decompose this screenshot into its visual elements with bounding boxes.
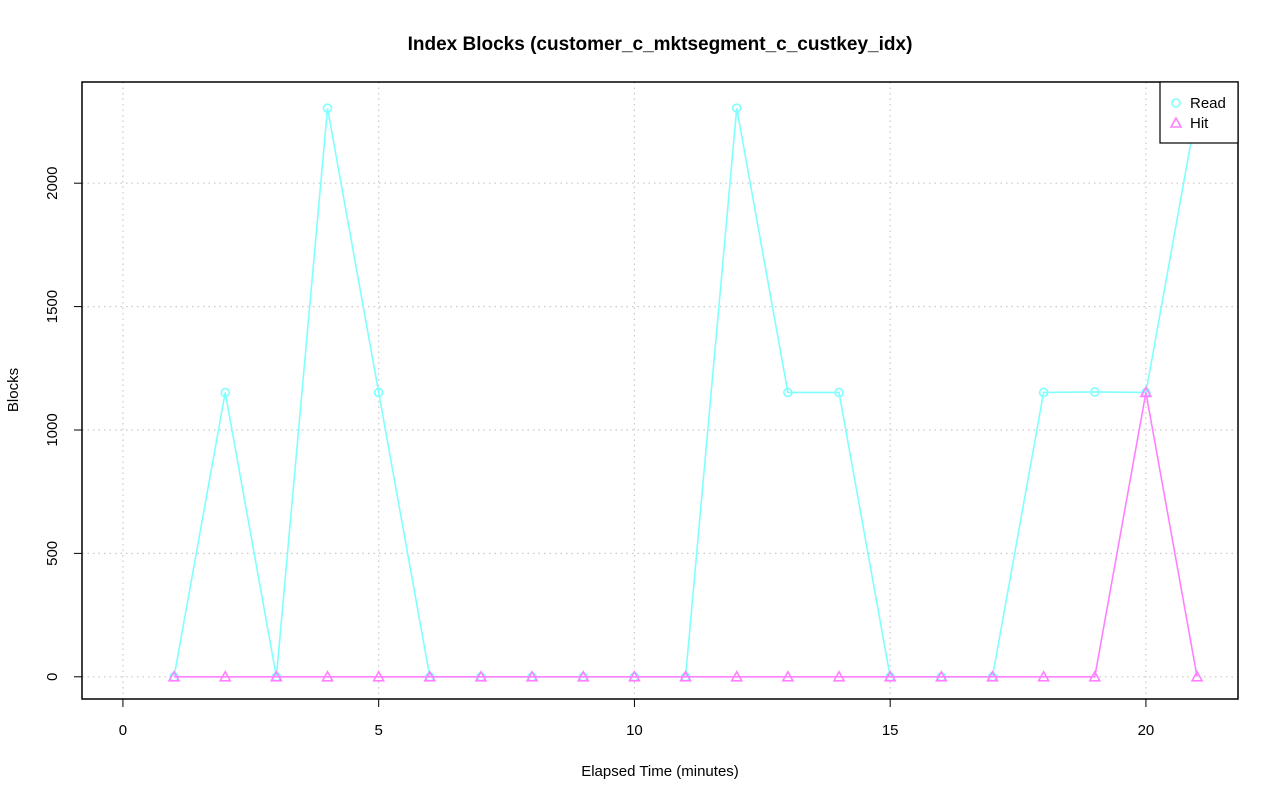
data-point-read: [322, 103, 333, 113]
data-point-hit: [525, 670, 539, 682]
data-point-hit: [986, 670, 999, 682]
legend-marker-hit: [1169, 116, 1183, 128]
series-layer: [167, 103, 1204, 682]
data-point-read: [1089, 387, 1100, 397]
x-tick-label: 10: [626, 722, 643, 739]
y-tick-label: 500: [44, 541, 61, 566]
y-axis-label: Blocks: [5, 368, 22, 412]
data-point-hit: [1190, 670, 1204, 682]
data-point-hit: [270, 670, 283, 682]
data-point-hit: [781, 670, 795, 682]
x-tick-label: 15: [882, 722, 899, 739]
x-tick-label: 0: [119, 722, 127, 739]
x-tick-label: 5: [375, 722, 383, 739]
series-read: [169, 103, 1202, 682]
data-point-hit: [679, 670, 692, 682]
data-point-read: [783, 387, 793, 398]
data-point-hit: [321, 670, 334, 682]
data-point-hit: [883, 670, 897, 682]
data-point-hit: [1037, 670, 1050, 682]
y-tick-label: 1500: [44, 290, 61, 323]
data-point-hit: [1088, 670, 1102, 682]
data-point-read: [731, 103, 742, 113]
data-point-hit: [167, 670, 181, 682]
data-point-hit: [832, 670, 846, 682]
series-hit: [167, 385, 1204, 682]
plot-frame: [81, 81, 1239, 700]
legend-label-read: Read: [1190, 95, 1226, 112]
series-line-hit: [174, 392, 1198, 678]
data-point-hit: [423, 670, 437, 682]
legend-box: [1159, 81, 1239, 144]
series-line-read: [173, 108, 1198, 678]
y-tick-label: 2000: [44, 167, 61, 200]
data-point-hit: [474, 670, 488, 682]
data-point-hit: [218, 670, 232, 682]
x-axis: 0 5 10 15 20: [119, 698, 1155, 739]
legend-label-hit: Hit: [1190, 115, 1209, 132]
y-axis: 0 500 1000 1500 2000: [44, 167, 83, 681]
legend-marker-read: [1171, 98, 1181, 108]
data-point-hit: [372, 670, 386, 682]
data-point-hit: [576, 670, 590, 682]
data-point-hit: [934, 670, 948, 682]
data-point-read: [373, 387, 384, 398]
data-point-hit: [628, 670, 641, 682]
legend: Read Hit: [1159, 81, 1239, 144]
data-point-hit: [730, 670, 744, 682]
data-point-read: [220, 387, 231, 398]
data-point-hit: [1139, 385, 1153, 398]
y-tick-label: 0: [44, 673, 61, 681]
grid: [82, 82, 1238, 699]
data-point-read: [1038, 387, 1049, 398]
x-tick-label: 20: [1138, 722, 1155, 739]
x-axis-label: Elapsed Time (minutes): [581, 763, 739, 780]
chart-title: Index Blocks (customer_c_mktsegment_c_cu…: [408, 34, 913, 55]
y-tick-label: 1000: [44, 413, 61, 446]
data-point-read: [834, 387, 844, 398]
